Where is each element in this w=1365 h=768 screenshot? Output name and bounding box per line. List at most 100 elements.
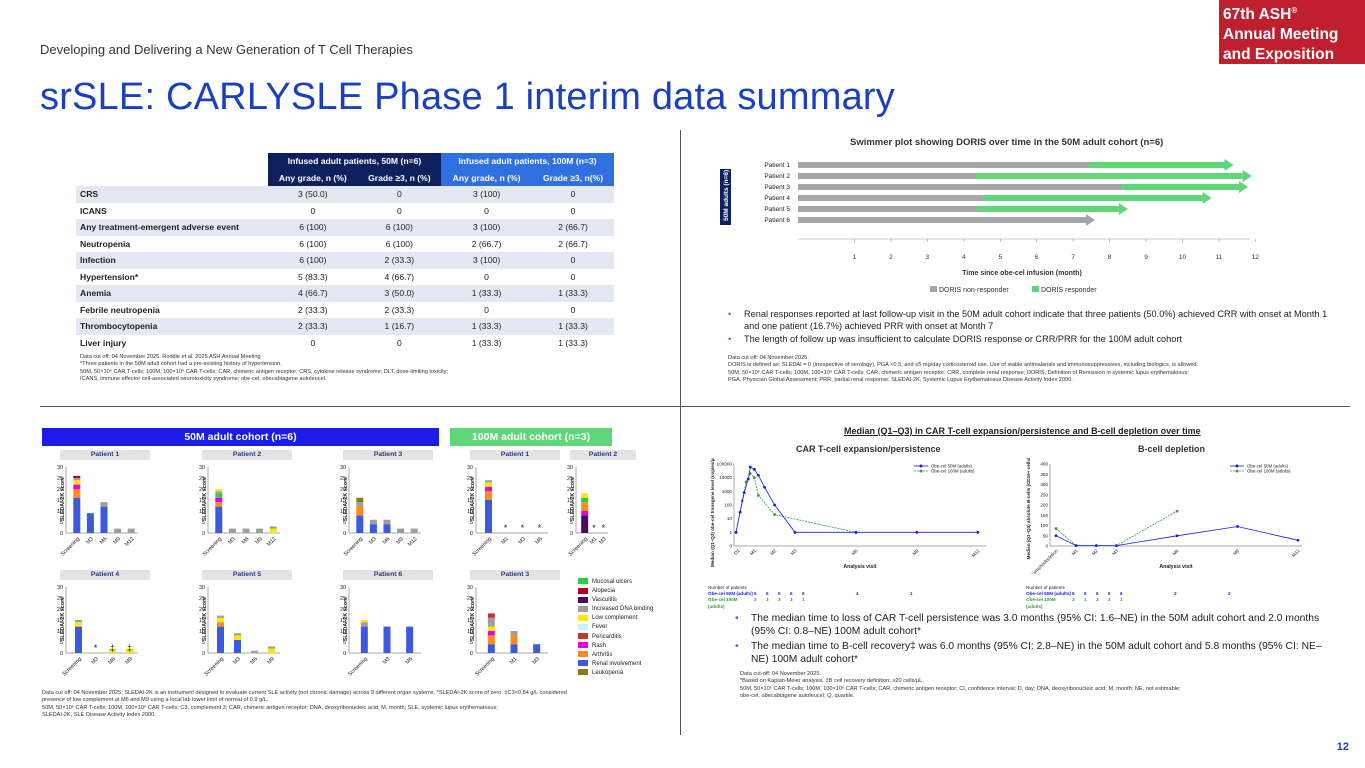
y-tick-label: 10 [467, 629, 473, 635]
table-cell: 3 (100) [441, 186, 533, 203]
y-tick-label: 25 [467, 596, 473, 602]
x-tick-label: 11 [1216, 254, 1223, 261]
ongoing-arrow [1202, 192, 1212, 204]
row-label: Number of patients [1026, 585, 1065, 590]
data-point [746, 477, 750, 481]
row-label: Febrile neutropenia [80, 304, 160, 315]
x-tick-label: 3 [926, 254, 930, 261]
foot-line: 50M, 50×10⁶ CAR T-cells; 100M, 100×10⁶ C… [80, 368, 449, 375]
ongoing-arrow [1118, 203, 1128, 215]
legend-label: DORIS non-responder [939, 287, 1009, 294]
legend-label: Obe-cel 50M (adults) [931, 464, 973, 469]
table-cell: 1 (33.3) [441, 318, 533, 335]
swimmer-plot: Patient 1 Patient 2 Patient 3 Patient 4 Pati… [720, 159, 1259, 294]
row-label: Obe-cel 100M (adults) [708, 597, 738, 609]
data-point [756, 494, 760, 497]
stack-segment [581, 502, 589, 511]
foot-line: Data cut off: 04 November 2025. Roddie e… [80, 354, 261, 360]
patients-count-left: Number of patients Obe-cel 50M (adults) 6 6… [708, 585, 964, 610]
data-point [976, 530, 980, 534]
y-tick-label: 25 [340, 596, 346, 602]
row-label: Anemia [76, 285, 268, 302]
x-tick-label: 5 [998, 254, 1002, 261]
stack-segment [581, 515, 589, 533]
panel-ylabel: SLEDAI-2K score [202, 477, 208, 521]
data-point [1094, 544, 1098, 547]
swimmer-ylabel: 50M adults (n=6) [723, 170, 730, 221]
swimmer-footnote: Data cut off: 04 November 2025. DORIS is… [728, 355, 1198, 384]
stack-segment [369, 519, 377, 525]
panel-ylabel: SLEDAI-2K score [343, 477, 349, 521]
y-tick-label: 10000 [719, 475, 732, 480]
x-tick-label: M3 [382, 656, 392, 666]
y-tick-label: 30 [57, 585, 63, 591]
b-cell-depletion-chart: 0 50 100 150 200 250 300 350 400 Median (Q1–Q3) a… [1026, 458, 1302, 574]
foot-line: Data cut off: 04 November 2025; SLEDAI-2… [42, 690, 567, 696]
patient-panel-label: Patient 2 [202, 450, 292, 460]
count-cell: 6 [1108, 591, 1111, 597]
stack-segment [510, 635, 518, 645]
data-point [1296, 538, 1300, 542]
x-tick-label: M1 [500, 536, 510, 546]
y-tick-label: 150 [1040, 513, 1048, 518]
table-cell: 0 [570, 304, 576, 315]
bar-responder [1089, 162, 1225, 168]
y-tick-label: 20 [340, 607, 346, 613]
data-point [1236, 525, 1239, 528]
stack-segment [356, 502, 364, 507]
stack-segment [383, 524, 391, 533]
stack-segment [251, 650, 258, 653]
x-tick-label: M6 [249, 656, 259, 666]
x-tick-label: Screening [568, 536, 589, 557]
legend-swatch [930, 286, 937, 292]
stack-segment [356, 497, 364, 503]
ylabel-box [720, 169, 731, 225]
patient-count-row: Obe-cel 100M (adults) 3 1 3 3 1 [1026, 597, 1282, 609]
safety-table: Infused adult patients, 50M (n=6) Infuse… [76, 153, 614, 351]
stack-segment [234, 639, 241, 653]
x-tick-label: M12 [1291, 548, 1301, 558]
table-cell: 2 (33.3) [384, 304, 415, 315]
legend-marker [1235, 469, 1239, 473]
stack-segment [360, 622, 368, 627]
x-tick-label: 8 [1108, 254, 1112, 261]
row-label: Any treatment-emergent adverse event [76, 219, 268, 236]
patient-count-row: Number of patients [708, 585, 964, 591]
y-tick-label: 0 [470, 651, 473, 657]
y-axis-label: Median (Q1–Q3) obe-cel transgene level (… [710, 458, 715, 567]
panel-ylabel: SLEDAI-2K score [60, 477, 66, 521]
table-cell: 0 [396, 337, 402, 348]
y-tick-label: 15 [567, 498, 573, 504]
table-cell: 3 (50.0) [268, 186, 358, 203]
x-tick-label: Screening [347, 656, 368, 677]
horizontal-divider [40, 406, 1350, 407]
data-point [773, 503, 777, 507]
stack-segment [485, 486, 492, 492]
table-row: Anemia 4 (66.7) 3 (50.0) 1 (33.3) 1 (33.3) [76, 285, 614, 302]
count-cell: 6 [790, 591, 793, 597]
stack-segment [234, 633, 241, 636]
table-cell: 2 (33.3) [268, 318, 358, 335]
ash-logo: 67th ASH® Annual Meeting and Exposition [1219, 0, 1365, 64]
foot-line: *Based on Kaplan-Meier analysis. ‡B cell… [740, 678, 924, 685]
y-tick-label: 25 [199, 476, 205, 482]
patient-panel-label: Patient 3 [470, 570, 560, 580]
stack-segment [485, 491, 492, 500]
data-point [752, 468, 756, 471]
stack-segment [73, 480, 81, 485]
pk-bullets: The median time to loss of CAR T-cell pe… [735, 612, 1325, 668]
x-tick-label: 10 [1179, 254, 1187, 261]
data-point [752, 476, 756, 480]
table-row: Infection 6 (100) 2 (33.3) 3 (100) 0 [76, 252, 614, 269]
foot-line: ICANS, immune effector cell-associated n… [80, 375, 327, 382]
x-tick-label: M2 [1091, 548, 1099, 556]
bar-non-responder [798, 195, 984, 201]
x-tick-label: M3 [790, 548, 798, 556]
x-axis-label: Analysis visit [1159, 564, 1192, 570]
row-label: Obe-cel 50M (adults) [708, 591, 753, 597]
sledai-panel-chart: SLEDAI-2K score 0 5 10 15 20 25 30 Screening M3 M6… [340, 465, 421, 558]
stack-segment [360, 626, 368, 653]
y-tick-label: 10 [57, 509, 63, 515]
table-cell: 1 (33.3) [471, 337, 502, 348]
